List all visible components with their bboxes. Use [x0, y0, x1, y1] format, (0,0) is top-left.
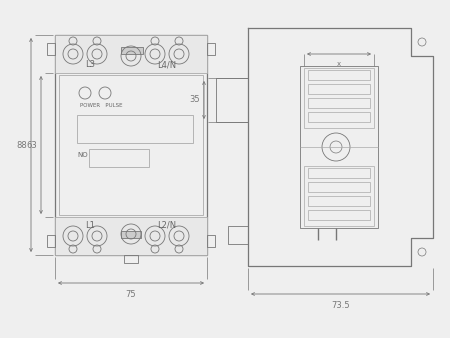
Bar	[59, 75, 203, 215]
Bar	[55, 35, 207, 255]
Bar	[47, 43, 55, 55]
Bar	[308, 182, 370, 192]
Text: L3: L3	[85, 60, 95, 69]
Text: POWER   PULSE: POWER PULSE	[80, 103, 122, 108]
Bar	[304, 68, 374, 128]
Text: 75: 75	[126, 290, 136, 299]
Bar	[308, 210, 370, 220]
Bar	[55, 217, 207, 255]
Bar	[308, 98, 370, 108]
Bar	[304, 166, 374, 226]
Text: 88: 88	[16, 141, 27, 149]
Bar	[207, 235, 215, 247]
Bar	[308, 84, 370, 94]
Bar	[300, 66, 378, 228]
Text: L4/N: L4/N	[158, 60, 176, 69]
Text: NO: NO	[77, 152, 88, 158]
Text: L2/N: L2/N	[158, 221, 176, 230]
Bar	[207, 43, 215, 55]
Bar	[89, 149, 149, 167]
Bar	[124, 255, 138, 263]
Bar	[308, 168, 370, 178]
Text: 73.5: 73.5	[331, 301, 350, 310]
Text: x: x	[337, 61, 341, 67]
Bar	[308, 112, 370, 122]
Bar	[77, 115, 193, 143]
Bar	[308, 70, 370, 80]
Bar	[308, 196, 370, 206]
Bar	[121, 47, 143, 54]
Text: 63: 63	[26, 141, 37, 149]
Bar	[55, 35, 207, 73]
Text: 35: 35	[189, 96, 200, 104]
Bar	[121, 231, 141, 238]
Bar	[47, 235, 55, 247]
Text: L1: L1	[85, 221, 95, 230]
